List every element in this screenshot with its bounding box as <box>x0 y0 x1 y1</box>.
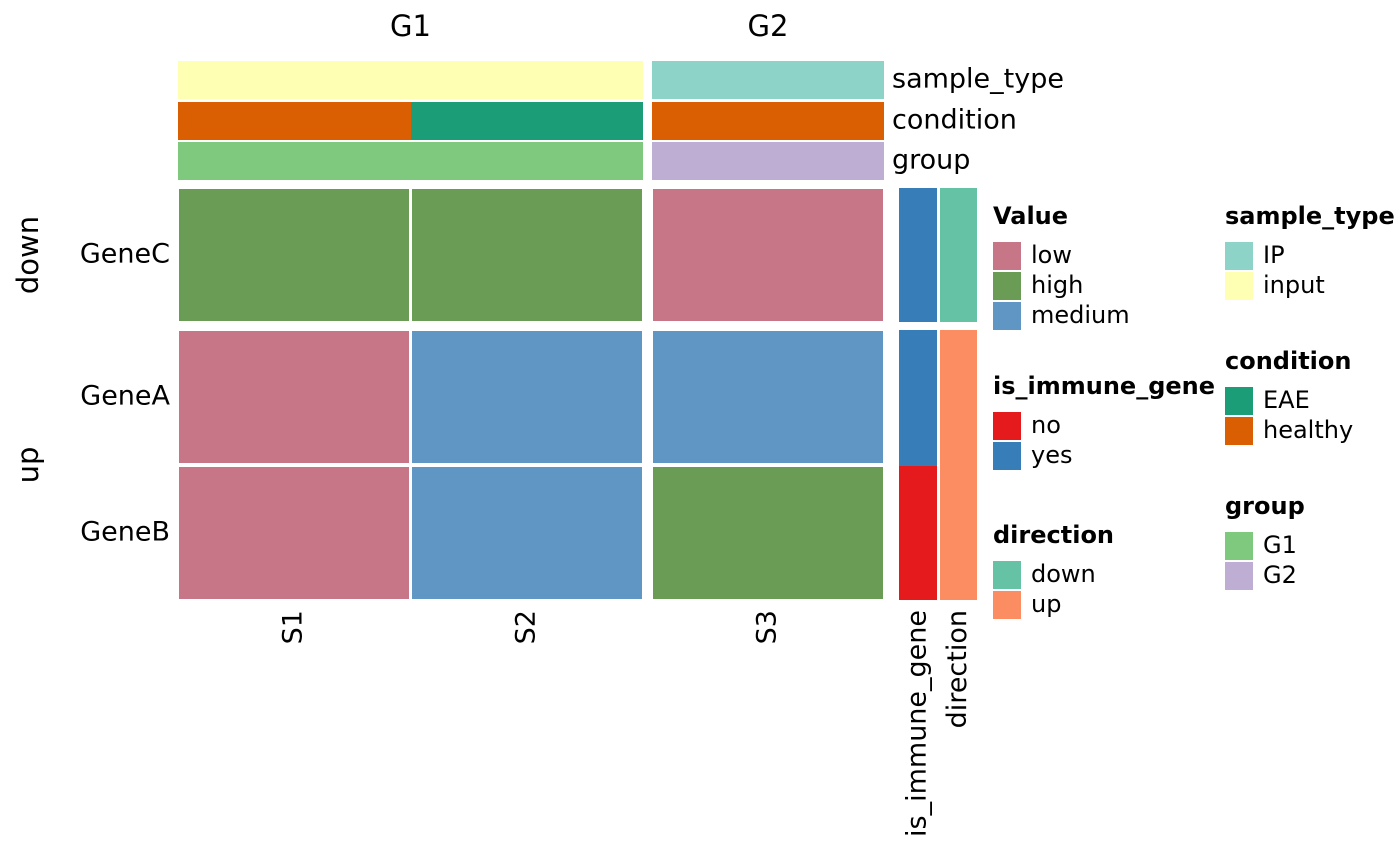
heatmap-cell <box>651 329 885 465</box>
legend-swatch <box>993 412 1021 440</box>
column-label: S1 <box>278 610 309 644</box>
legend-title: group <box>1225 492 1305 520</box>
legend-swatch <box>1225 242 1253 270</box>
legend-swatch <box>993 242 1021 270</box>
heatmap-cell <box>410 329 644 465</box>
heatmap-cell <box>410 465 644 601</box>
column-split-label: G2 <box>748 9 789 43</box>
legend-label: EAE <box>1263 386 1310 414</box>
legend-label: G1 <box>1263 531 1297 559</box>
legend-label: medium <box>1031 301 1130 329</box>
column-annotation-label: condition <box>892 105 1017 136</box>
legend-title: direction <box>993 521 1114 549</box>
row-label: GeneA <box>80 381 170 412</box>
legend-swatch <box>1225 417 1253 445</box>
legend-label: G2 <box>1263 561 1297 589</box>
column-annotation-cell <box>652 61 884 99</box>
column-split-label: G1 <box>390 9 431 43</box>
legend-swatch <box>1225 532 1253 560</box>
heatmap-cell <box>177 187 411 323</box>
row-annotation-label: direction <box>942 610 973 728</box>
column-annotation-cell <box>411 102 643 140</box>
column-annotation-cell <box>178 61 411 99</box>
row-annotation-cell <box>899 466 937 600</box>
heatmap-cell <box>651 187 885 323</box>
legend-label: healthy <box>1263 416 1353 444</box>
heatmap-cell <box>651 465 885 601</box>
heatmap-cell <box>177 465 411 601</box>
legend-swatch <box>993 442 1021 470</box>
legend-swatch <box>1225 272 1253 300</box>
legend-swatch <box>1225 387 1253 415</box>
column-annotation-cell <box>652 102 884 140</box>
row-annotation-cell <box>899 330 937 466</box>
row-annotation-cell <box>940 188 977 322</box>
column-annotation-cell <box>652 142 884 180</box>
legend-label: input <box>1263 271 1325 299</box>
legend-swatch <box>993 272 1021 300</box>
row-label: GeneB <box>80 517 170 548</box>
legend-title: condition <box>1225 347 1351 375</box>
column-label: S2 <box>511 610 542 644</box>
legend-swatch <box>1225 562 1253 590</box>
row-split-label: up <box>11 447 45 484</box>
legend-label: low <box>1031 241 1072 269</box>
legend-label: up <box>1031 590 1061 618</box>
column-annotation-cell <box>411 142 643 180</box>
row-split-label: down <box>11 216 45 294</box>
legend-swatch <box>993 302 1021 330</box>
legend-label: high <box>1031 271 1083 299</box>
column-annotation-label: sample_type <box>892 64 1064 95</box>
legend-swatch <box>993 591 1021 619</box>
legend-label: yes <box>1031 441 1072 469</box>
legend-label: IP <box>1263 241 1285 269</box>
column-annotation-cell <box>178 102 411 140</box>
legend-title: Value <box>993 202 1068 230</box>
legend-title: is_immune_gene <box>993 372 1215 400</box>
row-label: GeneC <box>80 239 170 270</box>
legend-label: no <box>1031 411 1061 439</box>
legend-title: sample_type <box>1225 202 1395 230</box>
row-annotation-cell <box>940 330 977 466</box>
heatmap-cell <box>177 329 411 465</box>
legend-swatch <box>993 561 1021 589</box>
legend-label: down <box>1031 560 1096 588</box>
heatmap-cell <box>410 187 644 323</box>
row-annotation-cell <box>899 188 937 322</box>
column-label: S3 <box>752 610 783 644</box>
row-annotation-label: is_immune_gene <box>902 610 933 837</box>
column-annotation-label: group <box>892 145 970 176</box>
column-annotation-cell <box>411 61 643 99</box>
row-annotation-cell <box>940 466 977 600</box>
column-annotation-cell <box>178 142 411 180</box>
